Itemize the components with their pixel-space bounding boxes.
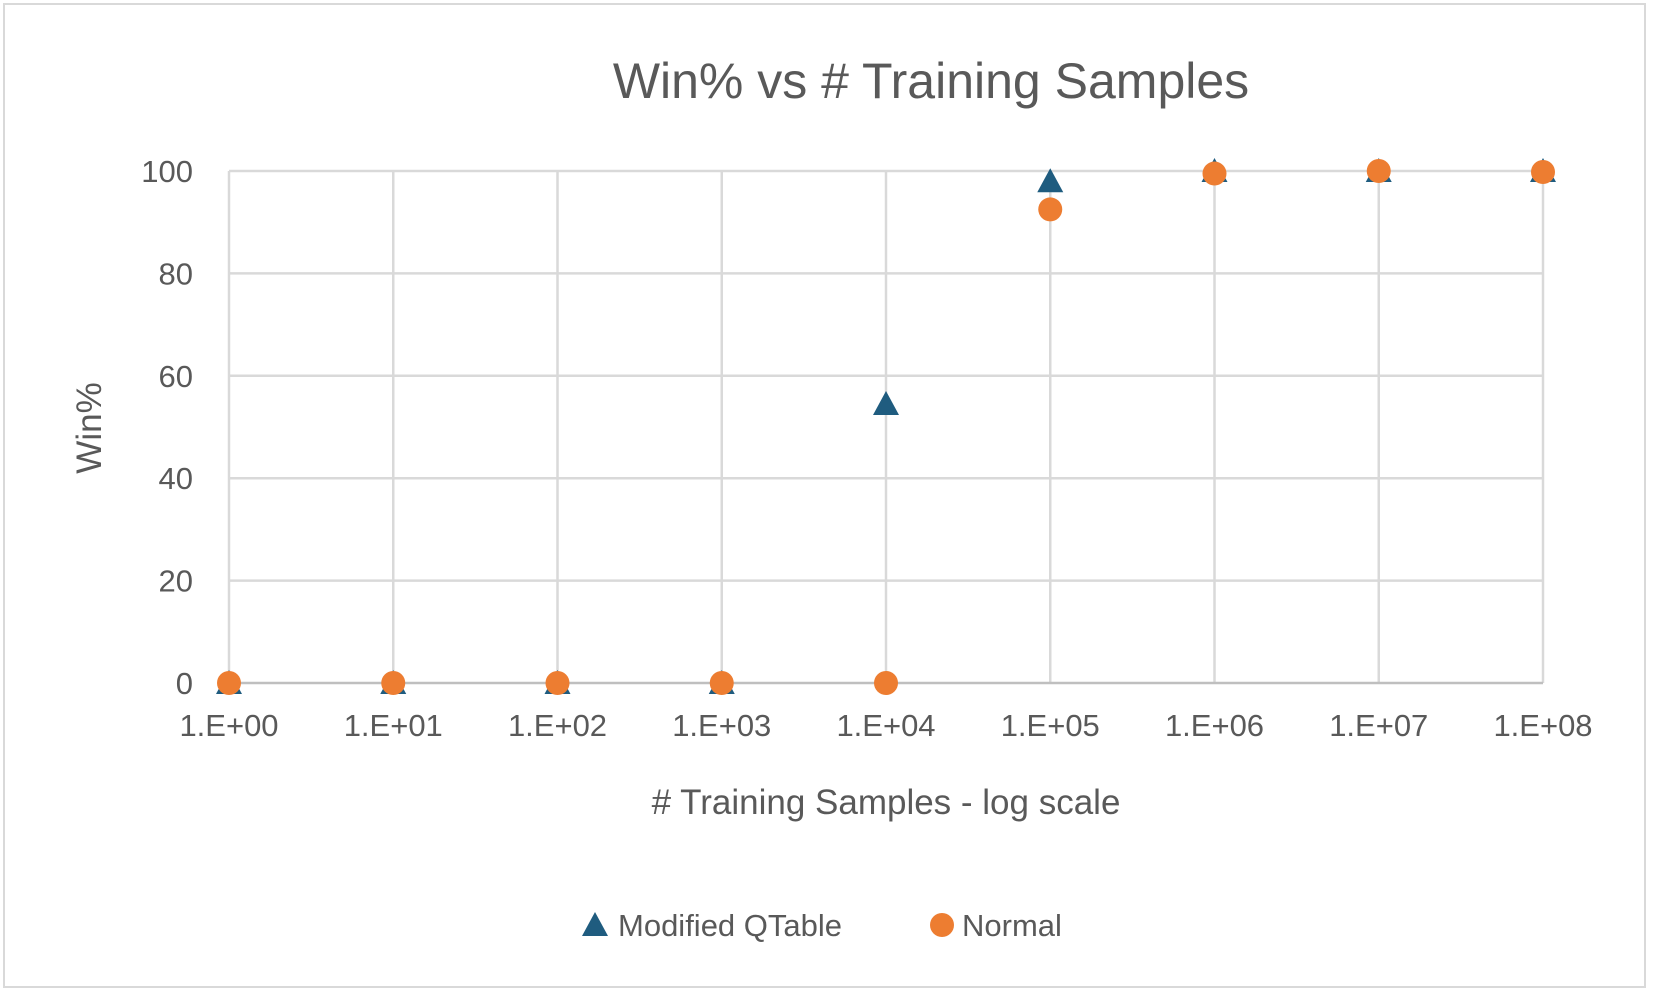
x-tick-label: 1.E+08 — [1493, 708, 1592, 743]
x-tick-label: 1.E+05 — [1001, 708, 1100, 743]
data-point-circle — [1038, 197, 1063, 222]
y-axis-title: Win% — [70, 382, 109, 473]
data-point-circle — [1531, 160, 1555, 185]
y-tick-label: 100 — [141, 154, 193, 189]
axis-layer: 0 20 40 60 80 100 1.E+00 1.E+01 1.E+02 1.E+03 1.E+… — [141, 154, 1592, 743]
legend-label: Modified QTable — [618, 908, 842, 943]
marks-layer — [216, 158, 1556, 695]
legend-item: Modified QTable — [582, 908, 842, 943]
x-tick-label: 1.E+02 — [508, 708, 607, 743]
data-point-circle — [709, 671, 734, 695]
x-tick-label: 1.E+04 — [836, 708, 935, 743]
data-point-triangle — [873, 390, 899, 416]
series-1 — [217, 159, 1555, 695]
data-point-circle — [381, 671, 406, 695]
y-tick-label: 60 — [159, 359, 193, 394]
y-tick-label: 80 — [159, 256, 193, 291]
legend: Modified QTable Normal — [582, 908, 1062, 943]
y-tick-label: 40 — [159, 461, 193, 496]
data-point-circle — [1366, 159, 1391, 183]
y-tick-label: 0 — [176, 666, 193, 701]
x-tick-label: 1.E+06 — [1165, 708, 1264, 743]
data-point-circle — [217, 671, 241, 695]
data-point-circle — [1202, 161, 1227, 186]
x-tick-label: 1.E+01 — [344, 708, 443, 743]
y-tick-label: 20 — [159, 564, 193, 599]
x-axis-title: # Training Samples - log scale — [652, 783, 1121, 822]
x-tick-label: 1.E+07 — [1329, 708, 1428, 743]
data-point-triangle — [1037, 168, 1064, 193]
legend-marker-circle — [930, 913, 954, 937]
chart-title: Win% vs # Training Samples — [613, 53, 1249, 109]
legend-label: Normal — [962, 908, 1062, 943]
grid-layer — [227, 169, 1545, 683]
data-point-circle — [874, 671, 898, 695]
x-tick-label: 1.E+00 — [179, 708, 278, 743]
data-point-circle — [545, 671, 570, 695]
legend-marker-triangle — [582, 912, 608, 937]
x-tick-label: 1.E+03 — [672, 708, 771, 743]
legend-item: Normal — [930, 908, 1062, 943]
